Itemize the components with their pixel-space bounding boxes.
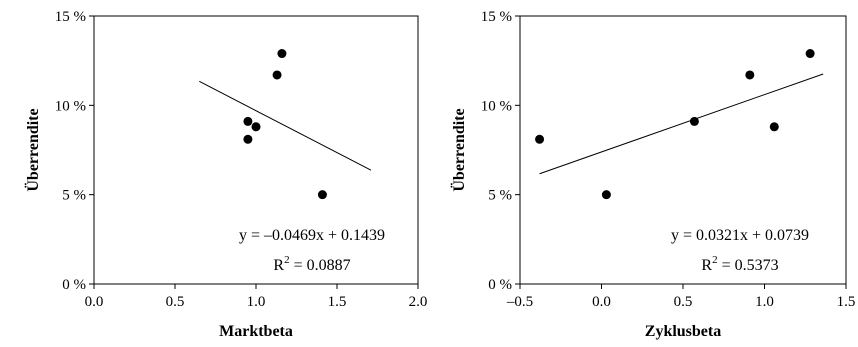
trend-line bbox=[539, 73, 824, 175]
data-point bbox=[689, 116, 699, 126]
y-tick-label: 5 % bbox=[488, 188, 512, 204]
r-squared-value: = 0.0887 bbox=[290, 257, 351, 274]
r-squared: R2 = 0.5373 bbox=[701, 254, 778, 274]
x-tick-label: 1.5 bbox=[837, 294, 856, 310]
data-point bbox=[317, 190, 327, 200]
x-tick-label: 1.0 bbox=[247, 294, 266, 310]
data-point bbox=[535, 134, 545, 144]
scatter-chart-1: 0.0 0.5 1.0 1.5 2.0 0 % 5 % 10 % 15 % y = –0.0469… bbox=[24, 9, 427, 340]
y-axis-title: Überrendite bbox=[450, 108, 468, 191]
y-tick-label: 15 % bbox=[481, 9, 512, 25]
x-tick-label: –0.5 bbox=[506, 294, 533, 310]
r-squared-symbol: R bbox=[273, 257, 284, 274]
data-point bbox=[243, 134, 253, 144]
data-point bbox=[277, 49, 287, 59]
data-point bbox=[805, 49, 815, 59]
r-squared-value: = 0.5373 bbox=[718, 257, 779, 274]
y-tick-label: 10 % bbox=[481, 98, 512, 114]
y-tick-label: 0 % bbox=[488, 277, 512, 293]
r-squared-exponent: 2 bbox=[284, 254, 290, 266]
data-point bbox=[601, 190, 611, 200]
x-tick-label: 1.5 bbox=[328, 294, 347, 310]
x-axis-title: Marktbeta bbox=[219, 323, 293, 340]
x-tick-label: 0.0 bbox=[592, 294, 611, 310]
data-point bbox=[769, 122, 779, 132]
y-tick-label: 10 % bbox=[55, 98, 86, 114]
y-axis-title: Überrendite bbox=[24, 108, 42, 191]
data-point bbox=[243, 116, 253, 126]
y-tick-label: 5 % bbox=[62, 188, 86, 204]
x-tick-label: 2.0 bbox=[409, 294, 428, 310]
y-tick-label: 0 % bbox=[62, 277, 86, 293]
regression-equation: y = –0.0469x + 0.1439 bbox=[239, 227, 385, 244]
x-tick-label: 0.0 bbox=[85, 294, 104, 310]
x-tick-label: 0.5 bbox=[674, 294, 693, 310]
regression-equation: y = 0.0321x + 0.0739 bbox=[671, 227, 809, 244]
y-tick-label: 15 % bbox=[55, 9, 86, 25]
r-squared-exponent: 2 bbox=[712, 254, 718, 266]
x-axis-title: Zyklusbeta bbox=[645, 323, 721, 340]
scatter-chart-2: –0.5 0.0 0.5 1.0 1.5 0 % 5 % 10 % 15 % y = 0.0321… bbox=[450, 9, 855, 340]
r-squared: R2 = 0.0887 bbox=[273, 254, 350, 274]
data-point bbox=[745, 70, 755, 80]
r-squared-symbol: R bbox=[701, 257, 712, 274]
trend-line bbox=[199, 80, 372, 171]
x-tick-label: 1.0 bbox=[755, 294, 774, 310]
x-tick-label: 0.5 bbox=[166, 294, 185, 310]
data-point bbox=[272, 70, 282, 80]
data-point bbox=[251, 122, 261, 132]
